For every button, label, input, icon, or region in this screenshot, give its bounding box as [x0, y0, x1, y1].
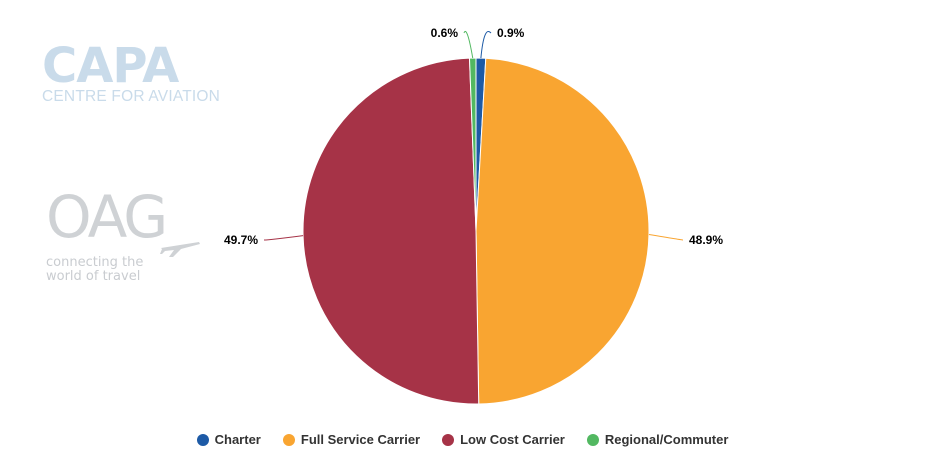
- connector-line-low-cost-carrier: [263, 235, 304, 241]
- oag-logo-word: OAG: [46, 183, 168, 251]
- oag-tagline-line1: connecting the: [46, 255, 144, 270]
- capa-logo-subtitle: CENTRE FOR AVIATION: [42, 88, 221, 105]
- oag-tagline-line2: world of travel: [46, 269, 141, 284]
- airplane-icon: [160, 242, 200, 257]
- legend-swatch-low-cost-carrier: [442, 433, 455, 446]
- legend-swatch-charter: [196, 433, 209, 446]
- legend-item-full-service-carrier[interactable]: Full Service Carrier: [282, 432, 421, 447]
- data-label-full-service-carrier: 48.9%: [689, 233, 723, 247]
- pie-slice-low-cost-carrier[interactable]: [302, 57, 480, 405]
- pie-slice-regional-commuter[interactable]: [468, 57, 477, 232]
- legend-swatch-full-service-carrier: [282, 433, 295, 446]
- legend-swatch-regional-commuter: [586, 433, 599, 446]
- data-label-charter: 0.9%: [497, 26, 525, 40]
- legend-label-charter: Charter: [214, 432, 261, 447]
- data-label-low-cost-carrier: 49.7%: [224, 233, 258, 247]
- data-label-regional-commuter: 0.6%: [431, 26, 459, 40]
- legend-item-low-cost-carrier[interactable]: Low Cost Carrier: [442, 432, 565, 447]
- connector-line-charter: [480, 31, 492, 59]
- oag-logo: OAG connecting the world of travel: [46, 186, 206, 284]
- legend-label-full-service-carrier: Full Service Carrier: [300, 432, 421, 447]
- legend-label-low-cost-carrier: Low Cost Carrier: [460, 432, 565, 447]
- chart-legend: Charter Full Service Carrier Low Cost Ca…: [0, 432, 925, 447]
- pie-slice-full-service-carrier[interactable]: [475, 57, 650, 405]
- legend-item-regional-commuter[interactable]: Regional/Commuter: [586, 432, 729, 447]
- connector-line-full-service-carrier: [648, 234, 684, 241]
- legend-item-charter[interactable]: Charter: [196, 432, 261, 447]
- capa-logo: CAPA CENTRE FOR AVIATION: [42, 38, 221, 105]
- connector-line-regional-commuter: [463, 31, 474, 59]
- capa-logo-word: CAPA: [42, 38, 179, 94]
- oag-tagline: connecting the world of travel: [46, 256, 206, 284]
- legend-label-regional-commuter: Regional/Commuter: [604, 432, 729, 447]
